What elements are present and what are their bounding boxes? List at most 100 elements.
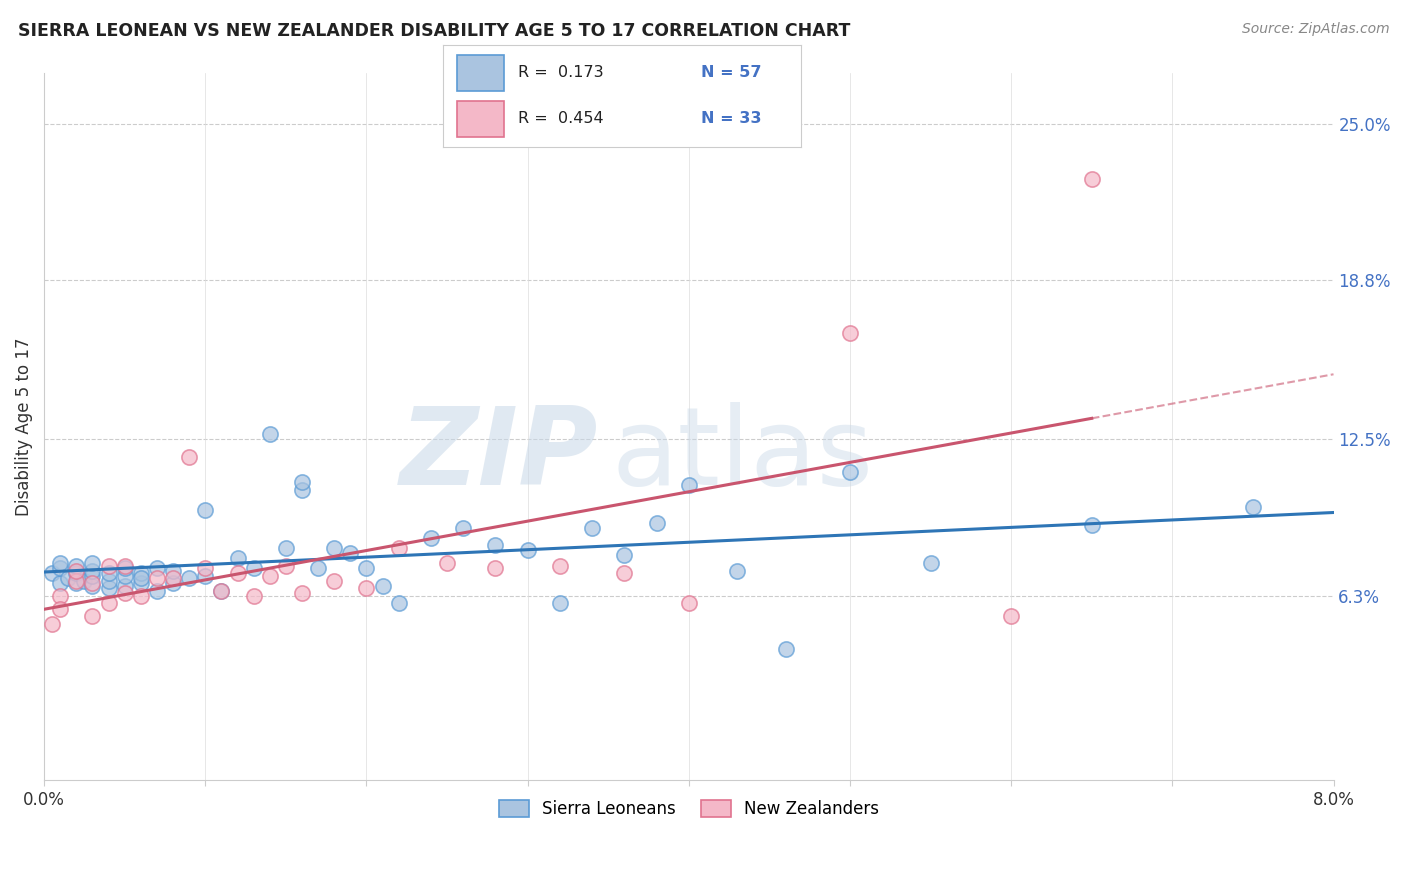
Point [97,574,120,588]
Point [41,566,63,581]
Point [58,571,80,585]
Point [291,586,314,600]
Point [114,561,136,575]
Point [226,566,249,581]
Point [259,568,281,582]
Point [97,566,120,581]
Point [97,582,120,596]
Point [548,558,571,573]
Point [226,551,249,566]
Point [242,589,264,603]
Point [388,597,411,611]
Point [307,561,329,575]
Point [41,616,63,631]
FancyBboxPatch shape [457,101,503,137]
Point [209,583,232,598]
Point [291,483,314,497]
Point [274,541,297,555]
Text: R =  0.454: R = 0.454 [519,112,603,127]
Point [436,556,458,570]
Point [356,561,378,575]
Point [162,564,184,578]
Point [339,546,361,560]
Text: N = 33: N = 33 [702,112,762,127]
Point [775,642,797,657]
Point [129,566,152,581]
Point [129,576,152,591]
Point [97,597,120,611]
Point [114,579,136,593]
Point [146,561,169,575]
Text: Source: ZipAtlas.com: Source: ZipAtlas.com [1241,22,1389,37]
Point [274,558,297,573]
Point [839,326,862,341]
Point [162,576,184,591]
Point [129,571,152,585]
Point [1000,609,1022,624]
Point [114,586,136,600]
Point [49,601,72,615]
Point [82,609,104,624]
Legend: Sierra Leoneans, New Zealanders: Sierra Leoneans, New Zealanders [492,794,886,825]
Point [291,475,314,490]
Point [146,571,169,585]
Point [194,503,217,517]
Point [484,561,506,575]
Point [179,571,201,585]
Point [484,538,506,552]
Point [839,465,862,479]
Point [146,583,169,598]
Point [323,541,346,555]
Point [65,574,87,588]
Point [129,589,152,603]
Point [82,564,104,578]
Point [194,561,217,575]
Point [259,427,281,442]
Point [49,576,72,591]
Point [73,574,96,588]
Point [162,571,184,585]
Text: N = 57: N = 57 [702,65,762,80]
Point [323,574,346,588]
Point [82,576,104,591]
Point [356,582,378,596]
Point [613,549,636,563]
Y-axis label: Disability Age 5 to 17: Disability Age 5 to 17 [15,337,32,516]
Point [548,597,571,611]
Point [49,589,72,603]
Point [645,516,668,530]
Point [581,521,603,535]
Point [419,531,441,545]
Point [65,564,87,578]
Point [1080,518,1102,533]
Point [82,556,104,570]
Point [388,541,411,555]
Point [1080,172,1102,186]
Point [82,568,104,582]
Point [114,558,136,573]
Point [209,583,232,598]
Point [65,558,87,573]
Text: SIERRA LEONEAN VS NEW ZEALANDER DISABILITY AGE 5 TO 17 CORRELATION CHART: SIERRA LEONEAN VS NEW ZEALANDER DISABILI… [18,22,851,40]
Point [920,556,942,570]
Point [451,521,474,535]
Point [97,558,120,573]
Point [678,477,700,491]
Point [725,564,748,578]
Point [65,566,87,581]
Point [49,556,72,570]
Point [678,597,700,611]
Point [371,579,394,593]
Point [65,576,87,591]
Text: ZIP: ZIP [401,402,599,508]
Point [516,543,538,558]
Point [49,561,72,575]
Point [613,566,636,581]
Text: atlas: atlas [612,402,873,508]
Point [242,561,264,575]
Point [1241,500,1264,515]
FancyBboxPatch shape [457,55,503,91]
Point [194,568,217,582]
Point [82,579,104,593]
Point [179,450,201,464]
